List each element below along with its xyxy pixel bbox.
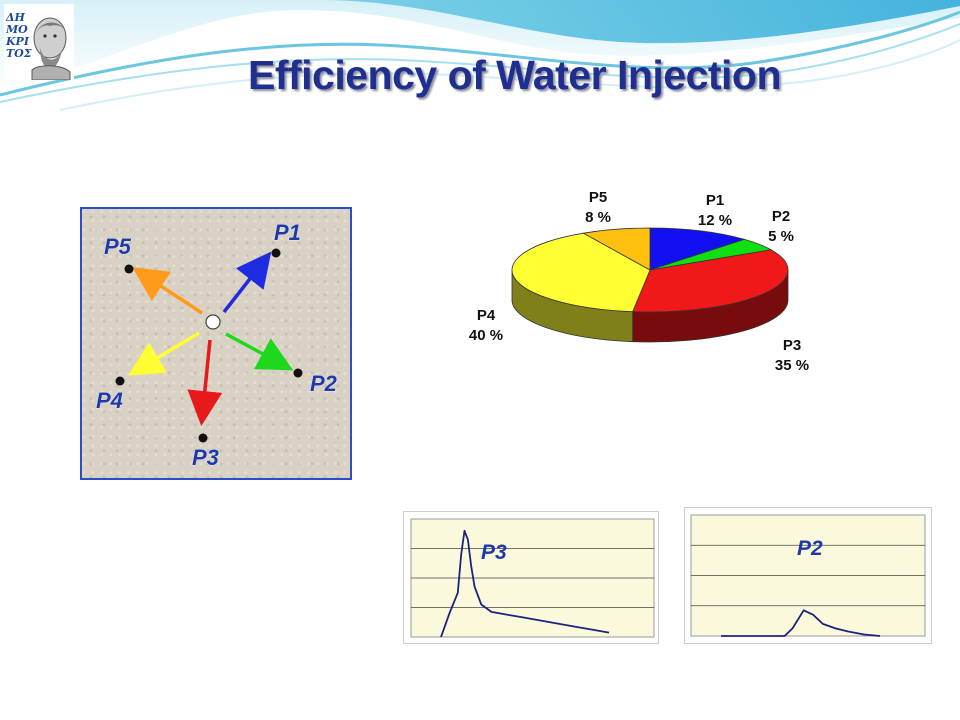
pie-label-p1: P1 xyxy=(706,192,724,209)
well-dot-p5 xyxy=(124,264,134,274)
well-dot-p3 xyxy=(198,433,208,443)
header-wave-background xyxy=(0,0,960,111)
pie-slice-p1 xyxy=(649,227,746,271)
slide-title: Efficiency of Water Injection xyxy=(248,52,782,98)
arrow-to-p2 xyxy=(225,332,294,371)
pie-slice-p4 xyxy=(511,232,651,313)
logo-lettering: ΔΗ ΜΟ ΚΡΙ ΤΟΣ xyxy=(6,11,32,60)
well-label-p2: P2 xyxy=(310,371,338,396)
arrow-to-p1 xyxy=(222,251,272,314)
pie-value-p2: 5 % xyxy=(768,228,794,245)
pie-value-p5: 8 % xyxy=(585,209,611,226)
pie-slice-p3 xyxy=(632,249,789,313)
pie-label-p2: P2 xyxy=(772,208,790,225)
curve-label: P2 xyxy=(797,537,823,560)
response-curve xyxy=(721,609,881,637)
pie-label-p3: P3 xyxy=(783,337,801,354)
pie-slice-p5 xyxy=(582,227,651,271)
well-label-p1: P1 xyxy=(274,220,301,245)
well-map-panel: P1 P2 P3 P4 P5 xyxy=(80,207,352,480)
well-label-p5: P5 xyxy=(104,234,132,259)
injection-well xyxy=(205,314,221,330)
production-share-pie-chart: P1 12 % P2 5 % P3 35 % P4 40 % P5 8 % xyxy=(469,189,809,374)
arrow-to-p3 xyxy=(187,339,223,426)
well-dot-p4 xyxy=(115,376,125,386)
well-dot-p2 xyxy=(293,368,303,378)
university-logo: ΔΗ ΜΟ ΚΡΙ ΤΟΣ xyxy=(4,4,74,80)
arrow-to-p5 xyxy=(132,267,203,315)
pie-value-p3: 35 % xyxy=(775,357,809,374)
well-map-diagram: P1 P2 P3 P4 P5 xyxy=(96,220,338,471)
p3-response-chart: P3 xyxy=(403,511,659,644)
pie-value-p1: 12 % xyxy=(698,212,732,229)
response-curve xyxy=(440,529,610,638)
pie-value-p4: 40 % xyxy=(469,327,503,344)
pie-label-p4: P4 xyxy=(477,307,496,324)
well-label-p3: P3 xyxy=(192,445,219,470)
p2-response-chart: P2 xyxy=(684,507,932,644)
well-dot-p1 xyxy=(271,248,281,258)
arrow-to-p4 xyxy=(127,331,200,376)
curve-label: P3 xyxy=(481,541,507,564)
logo-portrait-icon xyxy=(31,17,71,80)
pie-label-p5: P5 xyxy=(589,189,607,206)
well-label-p4: P4 xyxy=(96,388,123,413)
